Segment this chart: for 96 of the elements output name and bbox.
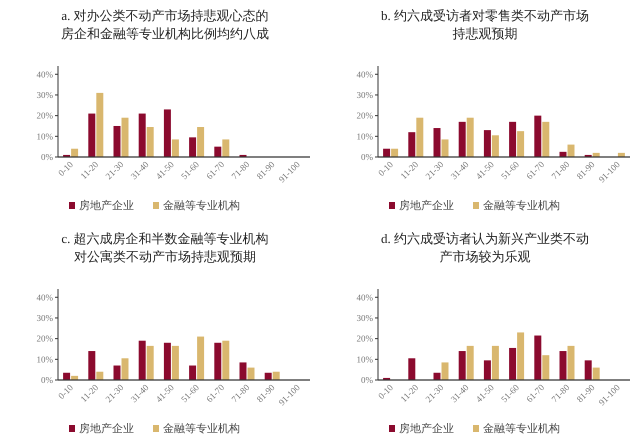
bar (164, 109, 171, 157)
y-tick-label: 40% (36, 69, 54, 80)
y-tick-label: 20% (356, 110, 374, 121)
y-tick-label: 30% (36, 90, 54, 100)
bar (517, 131, 524, 157)
bar (408, 132, 416, 157)
bar (197, 127, 204, 157)
bar (222, 139, 230, 157)
bar (189, 366, 196, 380)
bar (214, 146, 222, 157)
bar (408, 358, 416, 380)
bar (592, 368, 600, 380)
bar (222, 340, 230, 380)
bar (484, 360, 491, 380)
y-tick-label: 0% (361, 375, 374, 385)
y-tick-label: 40% (356, 69, 374, 80)
legend-label: 房地产企业 (399, 199, 454, 212)
bar (138, 114, 146, 157)
bar (466, 346, 474, 380)
bar (114, 366, 120, 380)
bar (88, 351, 96, 380)
bar (264, 372, 272, 380)
y-tick-label: 30% (356, 312, 374, 323)
bar (568, 346, 574, 380)
y-tick-label: 40% (36, 292, 54, 302)
bar (63, 372, 70, 380)
legend-label: 房地产企业 (79, 199, 134, 212)
bar (542, 355, 550, 380)
bar (458, 122, 466, 157)
y-tick-label: 30% (356, 90, 374, 100)
y-tick-label: 10% (356, 131, 374, 142)
bar (416, 118, 424, 157)
bar (442, 362, 448, 380)
bar (458, 351, 466, 380)
bar (509, 348, 516, 380)
bar (122, 358, 128, 380)
bar (172, 139, 179, 157)
bar (517, 332, 524, 380)
bar (240, 362, 246, 380)
bar (542, 122, 550, 157)
y-tick-label: 30% (36, 312, 54, 323)
legend-label: 房地产企业 (79, 422, 134, 435)
bar (88, 114, 96, 157)
y-tick-label: 10% (36, 131, 54, 142)
y-tick-label: 0% (41, 375, 54, 385)
bar (534, 336, 542, 380)
bar (434, 128, 440, 157)
legend-label: 金融等专业机构 (483, 422, 560, 435)
bar (492, 135, 499, 157)
legend-label: 金融等专业机构 (163, 422, 240, 435)
y-tick-label: 20% (36, 334, 54, 344)
bar (114, 126, 120, 157)
bar (492, 346, 499, 380)
y-tick-label: 0% (361, 152, 374, 162)
bar (568, 144, 574, 157)
bar (122, 118, 128, 157)
legend-label: 金融等专业机构 (483, 199, 560, 212)
chart-title: c. 超六成房企和半数金融等专业机构对公寓类不动产市场持悲观预期 (61, 231, 269, 264)
y-tick-label: 20% (36, 110, 54, 121)
y-tick-label: 10% (36, 354, 54, 364)
bar (272, 372, 280, 380)
x-tick-label: 0-10 (376, 382, 396, 402)
bar (584, 360, 592, 380)
bar (214, 342, 222, 380)
bar (146, 346, 154, 380)
bar (189, 137, 196, 157)
bar (96, 92, 104, 157)
bar (466, 118, 474, 157)
bar (560, 351, 566, 380)
bar (383, 148, 390, 157)
bar (391, 148, 398, 157)
y-tick-label: 40% (356, 292, 374, 302)
y-tick-label: 0% (41, 152, 54, 162)
bar (248, 368, 254, 380)
bar (138, 340, 146, 380)
bar (484, 130, 491, 157)
legend-label: 金融等专业机构 (163, 199, 240, 212)
bar (96, 372, 104, 380)
bar (442, 139, 448, 157)
bar (71, 148, 78, 157)
bar (172, 346, 179, 380)
bar (146, 127, 154, 157)
bar (164, 342, 171, 380)
bar (434, 372, 440, 380)
x-tick-label: 0-10 (56, 158, 76, 178)
bar (534, 116, 542, 157)
chart-title: b. 约六成受访者对零售类不动产市场持悲观预期 (381, 8, 589, 41)
y-tick-label: 10% (356, 354, 374, 364)
y-tick-label: 20% (356, 334, 374, 344)
x-tick-label: 0-10 (56, 382, 76, 402)
chart-title: d. 约六成受访者认为新兴产业类不动产市场较为乐观 (381, 231, 589, 264)
bar (197, 336, 204, 380)
legend-label: 房地产企业 (399, 422, 454, 435)
x-tick-label: 0-10 (376, 158, 396, 178)
bar (509, 122, 516, 157)
chart-title: a. 对办公类不动产市场持悲观心态的房企和金融等专业机构比例均约八成 (61, 8, 269, 41)
